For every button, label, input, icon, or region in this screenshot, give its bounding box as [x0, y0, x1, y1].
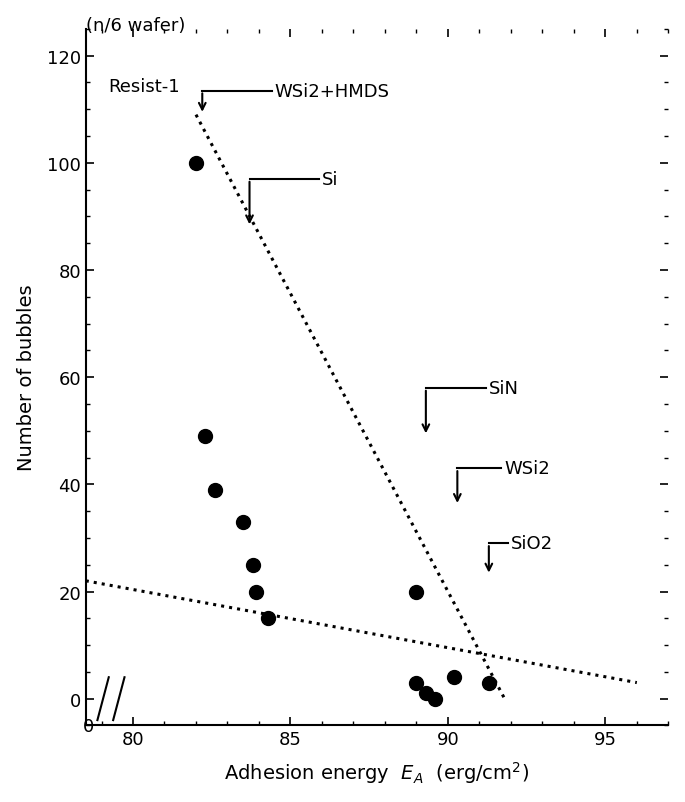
Text: Resist-1: Resist-1 [108, 78, 179, 96]
Text: WSi2: WSi2 [505, 460, 550, 478]
X-axis label: Adhesion energy  $E_A$  (erg/cm$^2$): Adhesion energy $E_A$ (erg/cm$^2$) [225, 759, 530, 785]
Point [429, 692, 440, 705]
Point [200, 430, 211, 443]
Point [411, 676, 422, 689]
Text: 0: 0 [84, 718, 95, 735]
Text: Si: Si [322, 171, 338, 188]
Y-axis label: Number of bubbles: Number of bubbles [16, 285, 36, 471]
Point [238, 516, 249, 529]
Point [449, 671, 460, 684]
Point [421, 687, 432, 700]
Point [190, 157, 201, 170]
Text: WSi2+HMDS: WSi2+HMDS [275, 83, 390, 100]
Text: (n/6 wafer): (n/6 wafer) [86, 18, 185, 35]
Point [411, 585, 422, 598]
Text: SiO2: SiO2 [511, 535, 553, 553]
Point [247, 559, 258, 572]
Point [263, 612, 274, 625]
Point [250, 585, 261, 598]
Point [210, 484, 221, 496]
Point [484, 676, 495, 689]
Text: SiN: SiN [489, 379, 519, 398]
